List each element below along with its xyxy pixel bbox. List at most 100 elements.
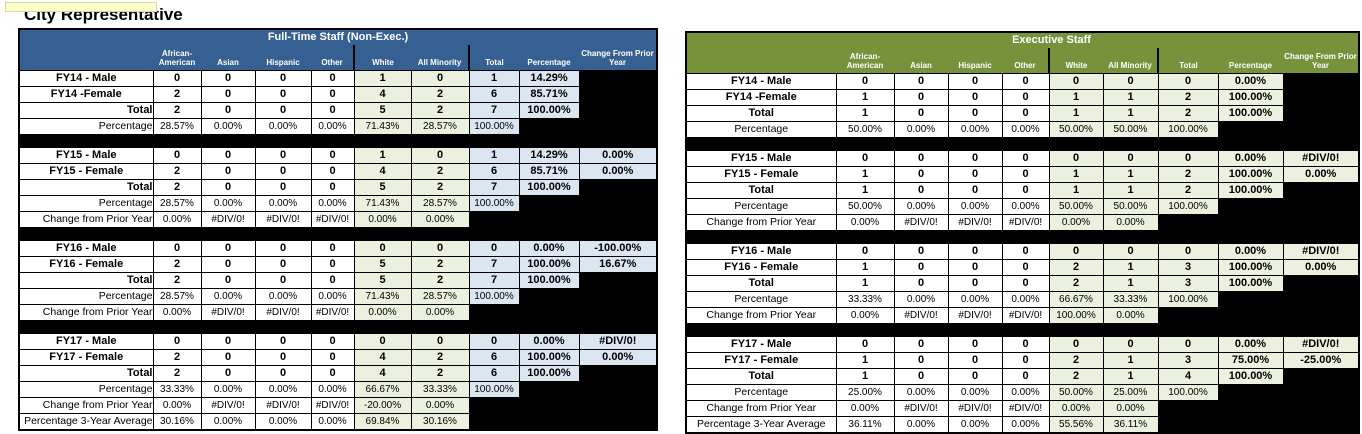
data-cell[interactable]: 0 <box>835 150 895 167</box>
data-cell[interactable]: 0 <box>310 102 355 119</box>
data-cell[interactable]: 0.00% <box>578 147 658 164</box>
empty-cell[interactable] <box>578 397 658 414</box>
data-cell[interactable]: 1 <box>353 147 412 164</box>
row-label[interactable]: FY16 - Male <box>18 240 154 257</box>
data-cell[interactable]: 0 <box>1157 73 1219 90</box>
data-cell[interactable]: 0 <box>200 86 256 103</box>
empty-cell[interactable] <box>578 381 658 398</box>
empty-cell[interactable] <box>1217 400 1284 417</box>
data-cell[interactable]: 100.00% <box>1217 259 1284 276</box>
data-cell[interactable]: 14.29% <box>518 70 580 87</box>
data-cell[interactable]: 0.00% <box>254 288 312 305</box>
data-cell[interactable]: 0 <box>254 349 312 366</box>
data-cell[interactable]: 0 <box>947 259 1003 276</box>
data-cell[interactable]: 2 <box>410 272 470 289</box>
data-cell[interactable]: 0 <box>835 243 895 260</box>
data-cell[interactable]: 1 <box>1048 182 1104 199</box>
data-cell[interactable]: 2 <box>1048 275 1104 292</box>
data-cell[interactable]: 0 <box>1001 182 1050 199</box>
data-cell[interactable]: 6 <box>468 365 520 382</box>
data-cell[interactable]: #DIV/0! <box>1282 150 1360 167</box>
data-cell[interactable]: 33.33% <box>410 381 470 398</box>
empty-cell[interactable] <box>578 102 658 119</box>
data-cell[interactable]: 2 <box>1048 259 1104 276</box>
data-cell[interactable]: 0.00% <box>893 121 949 138</box>
data-cell[interactable]: 5 <box>353 256 412 273</box>
data-cell[interactable]: #DIV/0! <box>1001 214 1050 231</box>
data-cell[interactable]: 100.00% <box>468 288 520 305</box>
data-cell[interactable]: 0.00% <box>1282 166 1360 183</box>
data-cell[interactable]: #DIV/0! <box>254 304 312 321</box>
data-cell[interactable]: 0.00% <box>254 118 312 135</box>
data-cell[interactable]: 0.00% <box>518 240 580 257</box>
data-cell[interactable]: 0.00% <box>410 304 470 321</box>
data-cell[interactable]: 0.00% <box>152 304 202 321</box>
data-cell[interactable]: 0.00% <box>518 333 580 350</box>
data-cell[interactable]: 0 <box>200 240 256 257</box>
data-cell[interactable]: 28.57% <box>410 288 470 305</box>
data-cell[interactable]: #DIV/0! <box>310 211 355 228</box>
data-cell[interactable]: 1 <box>1102 89 1159 106</box>
data-cell[interactable]: 0 <box>1001 243 1050 260</box>
data-cell[interactable]: 2 <box>410 163 470 180</box>
data-cell[interactable]: 0 <box>893 73 949 90</box>
data-cell[interactable]: 0 <box>1001 352 1050 369</box>
data-cell[interactable]: 6 <box>468 349 520 366</box>
data-cell[interactable]: 0 <box>893 105 949 122</box>
empty-cell[interactable] <box>518 195 580 212</box>
data-cell[interactable]: -25.00% <box>1282 352 1360 369</box>
data-cell[interactable]: 0.00% <box>1282 259 1360 276</box>
data-cell[interactable]: 0 <box>947 73 1003 90</box>
empty-cell[interactable] <box>518 304 580 321</box>
data-cell[interactable]: 100.00% <box>1217 182 1284 199</box>
data-cell[interactable]: 0 <box>200 147 256 164</box>
data-cell[interactable]: 50.00% <box>1048 121 1104 138</box>
data-cell[interactable]: 3 <box>1157 259 1219 276</box>
data-cell[interactable]: 0 <box>254 86 312 103</box>
data-cell[interactable]: 16.67% <box>578 256 658 273</box>
data-cell[interactable]: 0 <box>468 240 520 257</box>
data-cell[interactable]: 0.00% <box>410 211 470 228</box>
data-cell[interactable]: 7 <box>468 256 520 273</box>
empty-cell[interactable] <box>1282 384 1360 401</box>
empty-cell[interactable] <box>578 211 658 228</box>
data-cell[interactable]: 100.00% <box>518 272 580 289</box>
empty-cell[interactable] <box>1282 73 1360 90</box>
data-cell[interactable]: 0 <box>310 272 355 289</box>
data-cell[interactable]: 3 <box>1157 275 1219 292</box>
empty-cell[interactable] <box>578 70 658 87</box>
data-cell[interactable]: 0.00% <box>200 413 256 431</box>
data-cell[interactable]: 1 <box>835 275 895 292</box>
data-cell[interactable]: 0.00% <box>947 198 1003 215</box>
data-cell[interactable]: 2 <box>152 349 202 366</box>
row-label[interactable]: Total <box>18 179 154 196</box>
data-cell[interactable]: 0.00% <box>410 397 470 414</box>
data-cell[interactable]: 2 <box>1157 182 1219 199</box>
row-label[interactable]: Change from Prior Year <box>685 214 837 231</box>
data-cell[interactable]: #DIV/0! <box>1001 400 1050 417</box>
empty-cell[interactable] <box>1282 121 1360 138</box>
empty-cell[interactable] <box>1282 182 1360 199</box>
data-cell[interactable]: #DIV/0! <box>200 211 256 228</box>
data-cell[interactable]: 0 <box>947 105 1003 122</box>
row-label[interactable]: Percentage <box>685 291 837 308</box>
data-cell[interactable]: 0 <box>353 240 412 257</box>
data-cell[interactable]: 0 <box>1001 73 1050 90</box>
data-cell[interactable]: 0.00% <box>1102 307 1159 324</box>
empty-cell[interactable] <box>1217 291 1284 308</box>
row-label[interactable]: Total <box>685 105 837 122</box>
data-cell[interactable]: #DIV/0! <box>1282 243 1360 260</box>
data-cell[interactable]: 0.00% <box>1102 400 1159 417</box>
data-cell[interactable]: 2 <box>410 179 470 196</box>
row-label[interactable]: Change from Prior Year <box>685 400 837 417</box>
data-cell[interactable]: 0.00% <box>200 118 256 135</box>
data-cell[interactable]: 2 <box>152 102 202 119</box>
data-cell[interactable]: 0.00% <box>200 195 256 212</box>
data-cell[interactable]: 0 <box>410 333 470 350</box>
data-cell[interactable]: 25.00% <box>1102 384 1159 401</box>
row-label[interactable]: FY15 - Male <box>18 147 154 164</box>
row-label[interactable]: FY16 - Female <box>18 256 154 273</box>
data-cell[interactable]: 0 <box>310 86 355 103</box>
data-cell[interactable]: 0 <box>254 179 312 196</box>
data-cell[interactable]: 0 <box>893 89 949 106</box>
